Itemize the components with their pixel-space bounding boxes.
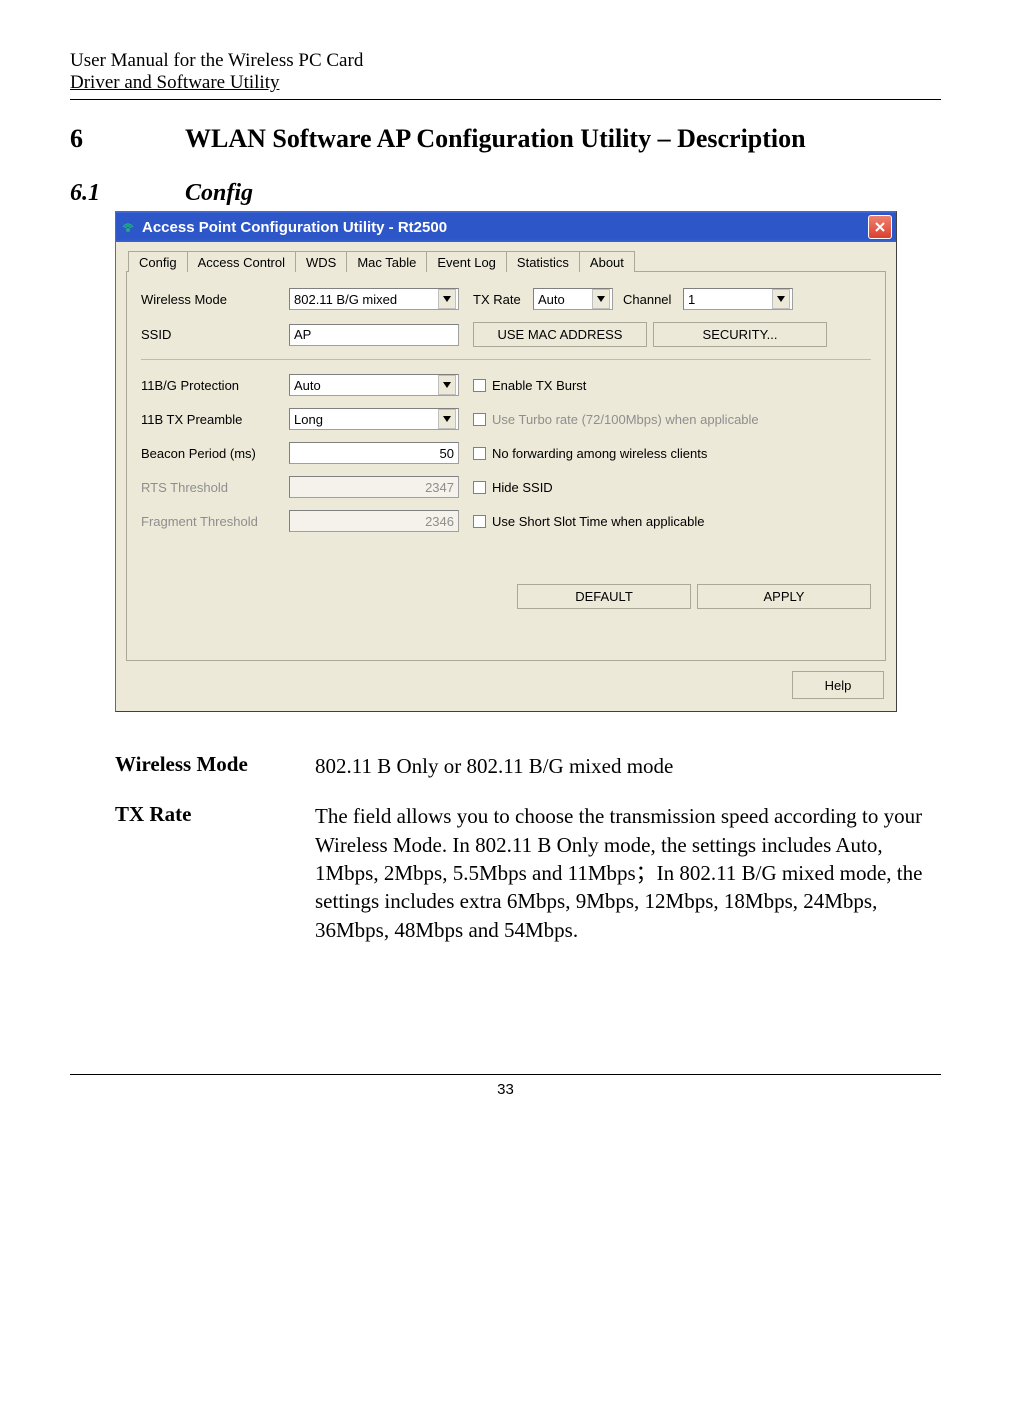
dropdown-wireless-mode[interactable]: 802.11 B/G mixed bbox=[289, 288, 459, 310]
divider bbox=[141, 359, 871, 360]
row-ssid: SSID AP USE MAC ADDRESS SECURITY... bbox=[141, 322, 871, 347]
dropdown-tx-rate[interactable]: Auto bbox=[533, 288, 613, 310]
checkbox-icon bbox=[473, 379, 486, 392]
header-line2: Driver and Software Utility bbox=[70, 72, 941, 95]
page-number: 33 bbox=[70, 1081, 941, 1098]
input-ssid-value: AP bbox=[294, 327, 311, 342]
description-block: Wireless Mode 802.11 B Only or 802.11 B/… bbox=[70, 752, 941, 944]
dropdown-protection-value: Auto bbox=[294, 378, 321, 393]
chevron-down-icon bbox=[592, 289, 610, 309]
app-icon bbox=[120, 219, 136, 235]
tab-statistics[interactable]: Statistics bbox=[506, 251, 580, 272]
input-ssid[interactable]: AP bbox=[289, 324, 459, 346]
checkbox-icon bbox=[473, 447, 486, 460]
tab-event-log[interactable]: Event Log bbox=[426, 251, 507, 272]
chapter-title: WLAN Software AP Configuration Utility –… bbox=[185, 124, 806, 154]
tab-about[interactable]: About bbox=[579, 251, 635, 272]
tab-wds[interactable]: WDS bbox=[295, 251, 347, 272]
input-beacon[interactable]: 50 bbox=[289, 442, 459, 464]
check-turbo-label: Use Turbo rate (72/100Mbps) when applica… bbox=[492, 412, 759, 427]
label-channel: Channel bbox=[623, 292, 683, 307]
label-protection: 11B/G Protection bbox=[141, 378, 289, 393]
help-button[interactable]: Help bbox=[792, 671, 884, 699]
row-wireless-mode: Wireless Mode 802.11 B/G mixed TX Rate A… bbox=[141, 288, 871, 310]
dropdown-preamble[interactable]: Long bbox=[289, 408, 459, 430]
section-title: Config bbox=[185, 180, 253, 207]
use-mac-address-button[interactable]: USE MAC ADDRESS bbox=[473, 322, 647, 347]
dropdown-channel-value: 1 bbox=[688, 292, 695, 307]
window-title: Access Point Configuration Utility - Rt2… bbox=[142, 219, 868, 236]
check-noforward[interactable]: No forwarding among wireless clients bbox=[473, 446, 707, 461]
config-panel: Wireless Mode 802.11 B/G mixed TX Rate A… bbox=[126, 271, 886, 661]
input-frag: 2346 bbox=[289, 510, 459, 532]
check-turbo: Use Turbo rate (72/100Mbps) when applica… bbox=[473, 412, 759, 427]
footer-rule bbox=[70, 1074, 941, 1075]
close-button[interactable] bbox=[868, 215, 892, 239]
dropdown-preamble-value: Long bbox=[294, 412, 323, 427]
row-protection: 11B/G Protection Auto Enable TX Burst bbox=[141, 374, 871, 396]
desc-tx-rate-term: TX Rate bbox=[115, 802, 315, 944]
desc-wireless-mode: Wireless Mode 802.11 B Only or 802.11 B/… bbox=[115, 752, 941, 780]
window-client: Config Access Control WDS Mac Table Even… bbox=[116, 242, 896, 711]
security-button[interactable]: SECURITY... bbox=[653, 322, 827, 347]
row-rts: RTS Threshold 2347 Hide SSID bbox=[141, 476, 871, 498]
desc-wireless-mode-def: 802.11 B Only or 802.11 B/G mixed mode bbox=[315, 752, 941, 780]
desc-tx-rate: TX Rate The field allows you to choose t… bbox=[115, 802, 941, 944]
section-num: 6.1 bbox=[70, 180, 185, 207]
help-row: Help bbox=[126, 661, 886, 703]
ap-config-window: Access Point Configuration Utility - Rt2… bbox=[115, 211, 897, 712]
label-preamble: 11B TX Preamble bbox=[141, 412, 289, 427]
label-beacon: Beacon Period (ms) bbox=[141, 446, 289, 461]
checkbox-icon bbox=[473, 481, 486, 494]
check-hidessid-label: Hide SSID bbox=[492, 480, 553, 495]
desc-wireless-mode-term: Wireless Mode bbox=[115, 752, 315, 780]
check-txburst[interactable]: Enable TX Burst bbox=[473, 378, 586, 393]
chevron-down-icon bbox=[438, 409, 456, 429]
input-beacon-value: 50 bbox=[440, 446, 454, 461]
input-frag-value: 2346 bbox=[425, 514, 454, 529]
default-button[interactable]: DEFAULT bbox=[517, 584, 691, 609]
dropdown-protection[interactable]: Auto bbox=[289, 374, 459, 396]
checkbox-icon bbox=[473, 515, 486, 528]
chapter-num: 6 bbox=[70, 124, 185, 154]
check-txburst-label: Enable TX Burst bbox=[492, 378, 586, 393]
label-frag: Fragment Threshold bbox=[141, 514, 289, 529]
section-heading: 6.1 Config bbox=[70, 180, 941, 207]
dropdown-channel[interactable]: 1 bbox=[683, 288, 793, 310]
header-line1: User Manual for the Wireless PC Card bbox=[70, 50, 941, 72]
row-preamble: 11B TX Preamble Long Use Turbo rate (72/… bbox=[141, 408, 871, 430]
chevron-down-icon bbox=[438, 375, 456, 395]
row-beacon: Beacon Period (ms) 50 No forwarding amon… bbox=[141, 442, 871, 464]
row-frag: Fragment Threshold 2346 Use Short Slot T… bbox=[141, 510, 871, 532]
desc-tx-rate-def: The field allows you to choose the trans… bbox=[315, 802, 941, 944]
label-ssid: SSID bbox=[141, 327, 289, 342]
check-hidessid[interactable]: Hide SSID bbox=[473, 480, 553, 495]
titlebar: Access Point Configuration Utility - Rt2… bbox=[116, 212, 896, 242]
chevron-down-icon bbox=[438, 289, 456, 309]
dropdown-wireless-mode-value: 802.11 B/G mixed bbox=[294, 292, 397, 307]
check-noforward-label: No forwarding among wireless clients bbox=[492, 446, 707, 461]
label-rts: RTS Threshold bbox=[141, 480, 289, 495]
label-tx-rate: TX Rate bbox=[473, 292, 533, 307]
dropdown-tx-rate-value: Auto bbox=[538, 292, 565, 307]
row-actions: DEFAULT APPLY bbox=[141, 584, 871, 609]
tab-mac-table[interactable]: Mac Table bbox=[346, 251, 427, 272]
apply-button[interactable]: APPLY bbox=[697, 584, 871, 609]
check-shortslot-label: Use Short Slot Time when applicable bbox=[492, 514, 704, 529]
tab-config[interactable]: Config bbox=[128, 251, 188, 272]
checkbox-icon bbox=[473, 413, 486, 426]
label-wireless-mode: Wireless Mode bbox=[141, 292, 289, 307]
tab-access-control[interactable]: Access Control bbox=[187, 251, 296, 272]
tabstrip: Config Access Control WDS Mac Table Even… bbox=[128, 250, 886, 271]
input-rts-value: 2347 bbox=[425, 480, 454, 495]
header-rule bbox=[70, 99, 941, 100]
input-rts: 2347 bbox=[289, 476, 459, 498]
chevron-down-icon bbox=[772, 289, 790, 309]
chapter-heading: 6 WLAN Software AP Configuration Utility… bbox=[70, 124, 941, 154]
check-shortslot[interactable]: Use Short Slot Time when applicable bbox=[473, 514, 704, 529]
